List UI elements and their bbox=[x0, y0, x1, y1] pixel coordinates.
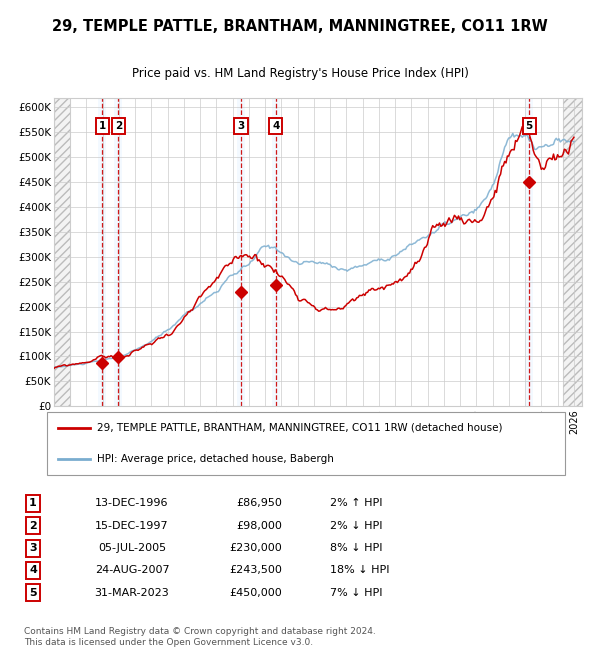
Text: 2% ↓ HPI: 2% ↓ HPI bbox=[330, 521, 383, 530]
Text: 4: 4 bbox=[272, 121, 280, 131]
Bar bbox=[114, 98, 122, 406]
Text: 2% ↑ HPI: 2% ↑ HPI bbox=[330, 499, 383, 508]
Text: 29, TEMPLE PATTLE, BRANTHAM, MANNINGTREE, CO11 1RW: 29, TEMPLE PATTLE, BRANTHAM, MANNINGTREE… bbox=[52, 19, 548, 34]
Text: £450,000: £450,000 bbox=[229, 588, 282, 598]
Text: 3: 3 bbox=[29, 543, 37, 553]
FancyBboxPatch shape bbox=[47, 411, 565, 475]
Text: 15-DEC-1997: 15-DEC-1997 bbox=[95, 521, 169, 530]
Text: £86,950: £86,950 bbox=[236, 499, 282, 508]
Bar bbox=[272, 98, 280, 406]
Text: HPI: Average price, detached house, Babergh: HPI: Average price, detached house, Babe… bbox=[97, 454, 334, 464]
Bar bbox=[54, 98, 70, 406]
Text: 3: 3 bbox=[238, 121, 245, 131]
Text: 1: 1 bbox=[98, 121, 106, 131]
Text: 2: 2 bbox=[115, 121, 122, 131]
Text: £98,000: £98,000 bbox=[236, 521, 282, 530]
Text: 8% ↓ HPI: 8% ↓ HPI bbox=[330, 543, 383, 553]
Text: 7% ↓ HPI: 7% ↓ HPI bbox=[330, 588, 383, 598]
Bar bbox=[563, 98, 582, 406]
Text: Price paid vs. HM Land Registry's House Price Index (HPI): Price paid vs. HM Land Registry's House … bbox=[131, 67, 469, 80]
Text: 31-MAR-2023: 31-MAR-2023 bbox=[95, 588, 169, 598]
Text: Contains HM Land Registry data © Crown copyright and database right 2024.
This d: Contains HM Land Registry data © Crown c… bbox=[24, 627, 376, 647]
Text: £230,000: £230,000 bbox=[229, 543, 282, 553]
Text: £243,500: £243,500 bbox=[229, 566, 282, 575]
Bar bbox=[237, 98, 245, 406]
Text: 2: 2 bbox=[29, 521, 37, 530]
Text: 29, TEMPLE PATTLE, BRANTHAM, MANNINGTREE, CO11 1RW (detached house): 29, TEMPLE PATTLE, BRANTHAM, MANNINGTREE… bbox=[97, 423, 503, 433]
Bar bbox=[54, 98, 70, 406]
Text: 4: 4 bbox=[29, 566, 37, 575]
Text: 18% ↓ HPI: 18% ↓ HPI bbox=[330, 566, 389, 575]
Text: 5: 5 bbox=[29, 588, 37, 598]
Text: 5: 5 bbox=[526, 121, 533, 131]
Text: 13-DEC-1996: 13-DEC-1996 bbox=[95, 499, 169, 508]
Bar bbox=[563, 98, 582, 406]
Bar bbox=[98, 98, 106, 406]
Text: 05-JUL-2005: 05-JUL-2005 bbox=[98, 543, 166, 553]
Bar bbox=[525, 98, 533, 406]
Text: 1: 1 bbox=[29, 499, 37, 508]
Text: 24-AUG-2007: 24-AUG-2007 bbox=[95, 566, 169, 575]
